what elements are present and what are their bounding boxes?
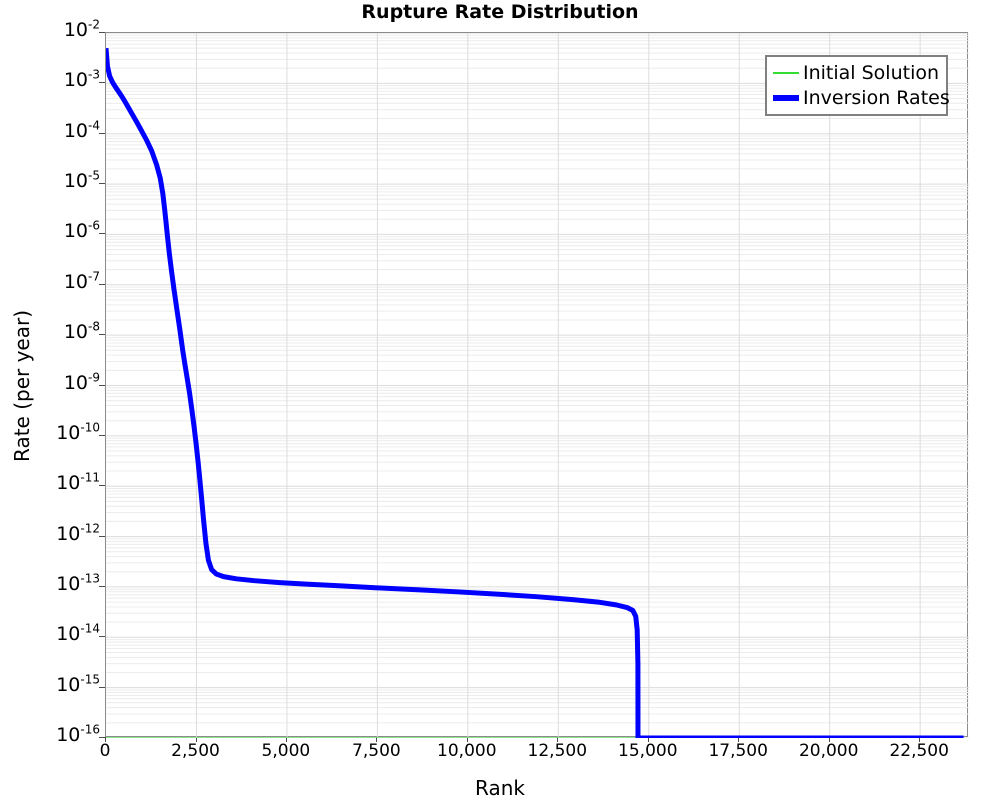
y-tickmark [99, 334, 105, 336]
y-tickmark [99, 384, 105, 386]
page-title: Rupture Rate Distribution [361, 1, 639, 23]
y-tickmark [99, 233, 105, 235]
y-tickmark [99, 737, 105, 738]
y-tick-label: 10-3 [63, 68, 100, 92]
y-tick-label: 10-12 [56, 521, 100, 545]
data-series-layer [106, 47, 964, 738]
x-tickmark [195, 737, 197, 742]
y-tick-label: 10-2 [63, 17, 100, 41]
y-tickmark [99, 636, 105, 638]
x-tick-label: 10,000 [437, 741, 497, 761]
x-tick-label: 5,000 [261, 741, 311, 761]
x-axis-label: Rank [475, 776, 525, 800]
legend-label-initial-solution: Initial Solution [803, 61, 940, 84]
y-tickmark [99, 485, 105, 487]
x-tick-label: 15,000 [618, 741, 678, 761]
y-tick-label: 10-9 [63, 370, 100, 394]
y-tick-label: 10-16 [56, 722, 100, 746]
y-tickmark [99, 535, 105, 537]
y-tickmark [99, 183, 105, 185]
x-tickmark [285, 737, 287, 742]
x-tickmark [466, 737, 468, 742]
y-tickmark [99, 132, 105, 134]
x-tickmark [919, 737, 921, 742]
x-tick-label: 7,500 [352, 741, 401, 761]
x-tickmark [376, 737, 378, 742]
y-tick-label: 10-7 [63, 269, 100, 293]
legend-swatch-initial-solution [773, 66, 799, 80]
y-tick-label: 10-5 [63, 168, 100, 193]
chart-legend: Initial Solution Inversion Rates [765, 55, 950, 116]
x-tickmark [738, 737, 740, 742]
x-tick-label: 2,500 [171, 741, 220, 761]
y-tick-label: 10-4 [63, 118, 100, 142]
gridlines [106, 33, 969, 738]
x-tickmark [105, 737, 106, 742]
x-tickmark [647, 737, 649, 742]
y-tickmark [99, 82, 105, 84]
x-tickmark [557, 737, 559, 742]
y-tickmark [99, 283, 105, 285]
y-tick-label: 10-11 [56, 470, 100, 495]
legend-swatch-inversion-rates [773, 91, 799, 105]
x-tick-label: 22,500 [889, 741, 949, 761]
y-tickmark [99, 585, 105, 587]
y-tick-label: 10-6 [63, 219, 100, 243]
y-tick-label: 10-10 [56, 420, 100, 444]
plot-area [105, 32, 969, 738]
x-tick-label: 17,500 [708, 741, 768, 761]
x-tick-label: 12,500 [527, 741, 588, 761]
y-tick-label: 10-14 [56, 621, 100, 646]
y-tickmark [99, 32, 105, 33]
legend-label-inversion-rates: Inversion Rates [803, 86, 950, 109]
y-tickmark [99, 434, 105, 436]
x-tickmark [828, 737, 830, 742]
legend-item-initial-solution[interactable]: Initial Solution [773, 60, 940, 85]
y-tick-label: 10-13 [56, 571, 100, 595]
x-tick-label: 20,000 [798, 741, 859, 761]
legend-item-inversion-rates[interactable]: Inversion Rates [773, 85, 950, 110]
y-tickmark [99, 686, 105, 688]
x-tick-label: 0 [99, 741, 111, 761]
y-tick-label: 10-8 [63, 319, 100, 344]
y-tick-label: 10-15 [56, 672, 100, 696]
